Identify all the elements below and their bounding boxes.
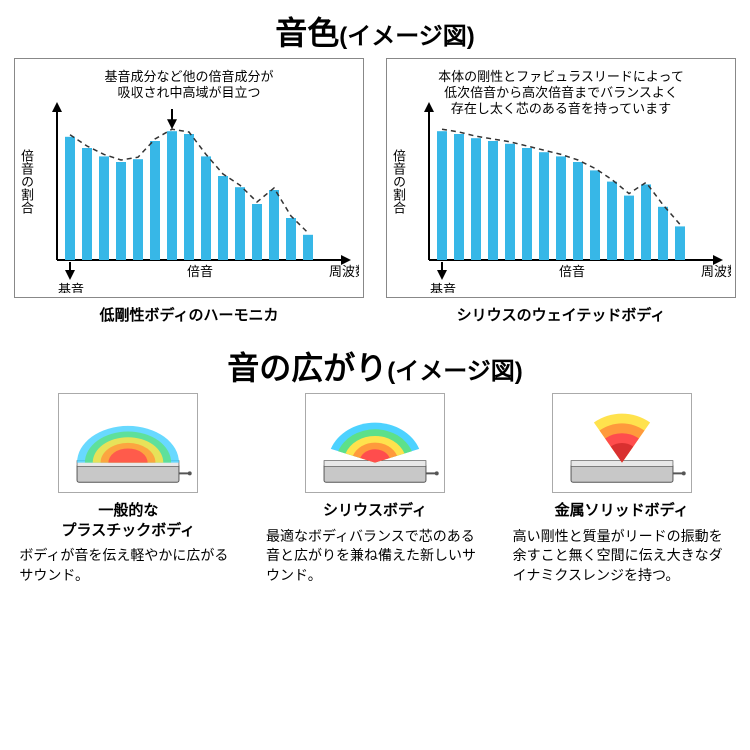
chart-right-caption: シリウスのウェイテッドボディ (386, 304, 736, 325)
chart-left-caption: 低剛性ボディのハーモニカ (14, 304, 364, 325)
chart-left: 倍音の割合 基音成分など他の倍音成分が吸収され中高域が目立つ周波数 倍音基音 低剛… (14, 58, 364, 325)
title2-sub: (イメージ図) (387, 358, 523, 385)
spread-img-0 (58, 393, 198, 493)
spread-col-1: シリウスボディ 最適なボディバランスで芯のある音と広がりを兼ね備えた新しいサウン… (260, 393, 490, 585)
chart-left-ylabel: 倍音の割合 (17, 149, 36, 214)
svg-text:低次倍音から高次倍音までバランスよく: 低次倍音から高次倍音までバランスよく (444, 85, 678, 100)
svg-text:周波数: 周波数 (329, 264, 359, 279)
chart-right: 倍音の割合 本体の剛性とファビュラスリードによって低次倍音から高次倍音までバラン… (386, 58, 736, 325)
spread-img-2 (552, 393, 692, 493)
spread-desc-1: 最適なボディバランスで芯のある音と広がりを兼ね備えた新しいサウンド。 (260, 527, 490, 586)
spread-name-2: 金属ソリッドボディ (507, 501, 737, 521)
spread-name-0: 一般的なプラスチックボディ (13, 501, 243, 540)
charts-row: 倍音の割合 基音成分など他の倍音成分が吸収され中高域が目立つ周波数 倍音基音 低剛… (0, 58, 750, 325)
svg-text:倍音: 倍音 (187, 264, 213, 279)
svg-text:基音成分など他の倍音成分が: 基音成分など他の倍音成分が (104, 69, 273, 84)
svg-text:周波数: 周波数 (701, 264, 731, 279)
spread-row: 一般的なプラスチックボディ ボディが音を伝え軽やかに広がるサウンド。 シリウスボ… (0, 393, 750, 585)
svg-text:存在し太く芯のある音を持っています: 存在し太く芯のある音を持っています (451, 101, 671, 116)
svg-text:基音: 基音 (430, 282, 456, 293)
title-main: 音色 (275, 15, 339, 51)
svg-text:本体の剛性とファビュラスリードによって: 本体の剛性とファビュラスリードによって (438, 69, 684, 84)
chart-left-svg: 基音成分など他の倍音成分が吸収され中高域が目立つ周波数 倍音基音 (19, 65, 359, 293)
title2-main: 音の広がり (227, 350, 387, 386)
chart-right-ylabel: 倍音の割合 (389, 149, 408, 214)
spread-name-1: シリウスボディ (260, 501, 490, 521)
spread-desc-0: ボディが音を伝え軽やかに広がるサウンド。 (13, 546, 243, 585)
section1-title: 音色(イメージ図) (0, 8, 750, 54)
svg-text:基音: 基音 (58, 282, 84, 293)
spread-col-0: 一般的なプラスチックボディ ボディが音を伝え軽やかに広がるサウンド。 (13, 393, 243, 585)
spread-desc-2: 高い剛性と質量がリードの振動を余すこと無く空間に伝え大きなダイナミクスレンジを持… (507, 527, 737, 586)
svg-text:倍音: 倍音 (559, 264, 585, 279)
spread-col-2: 金属ソリッドボディ 高い剛性と質量がリードの振動を余すこと無く空間に伝え大きなダ… (507, 393, 737, 585)
chart-left-frame: 倍音の割合 基音成分など他の倍音成分が吸収され中高域が目立つ周波数 倍音基音 (14, 58, 364, 298)
spread-img-1 (305, 393, 445, 493)
title-sub: (イメージ図) (339, 23, 475, 50)
chart-right-frame: 倍音の割合 本体の剛性とファビュラスリードによって低次倍音から高次倍音までバラン… (386, 58, 736, 298)
chart-right-svg: 本体の剛性とファビュラスリードによって低次倍音から高次倍音までバランスよく存在し… (391, 65, 731, 293)
svg-text:吸収され中高域が目立つ: 吸収され中高域が目立つ (117, 85, 260, 100)
section2-title: 音の広がり(イメージ図) (0, 343, 750, 389)
